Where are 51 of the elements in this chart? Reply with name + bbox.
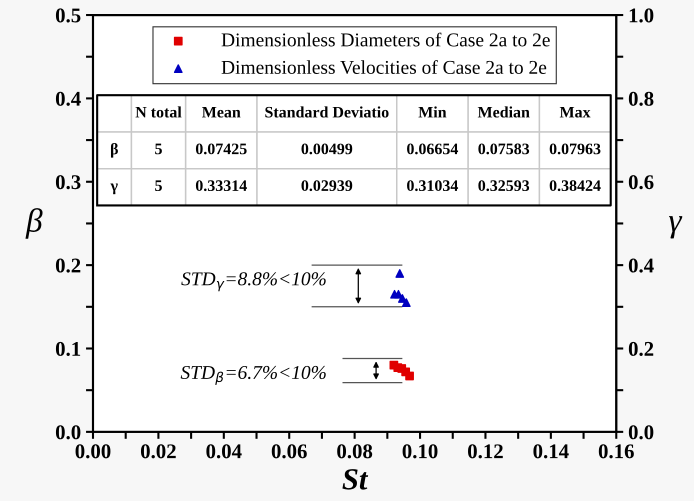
y2-tick-label: 1.0 bbox=[630, 8, 654, 23]
category-label: β bbox=[110, 142, 118, 158]
x-tick-label: 0.10 bbox=[402, 444, 438, 458]
y-tick-label: 0.1 bbox=[56, 342, 80, 356]
text: 5 bbox=[155, 180, 162, 192]
text: 0.00499 bbox=[301, 144, 352, 154]
text: 5 bbox=[155, 144, 162, 154]
y-tick-label: 0.5 bbox=[56, 8, 80, 23]
x-tick-label: 0.04 bbox=[206, 444, 242, 458]
y2-tick-label: 0.0 bbox=[628, 425, 654, 440]
y-axis-title: β bbox=[25, 208, 43, 239]
category-label: γ bbox=[110, 184, 118, 194]
y2-tick-label: 0.2 bbox=[628, 342, 654, 356]
x-tick-label: 0.14 bbox=[533, 444, 569, 458]
y-tick-label: 0.0 bbox=[56, 425, 80, 440]
x-axis-title: St bbox=[342, 469, 368, 490]
x-tick-label: 0.16 bbox=[598, 444, 634, 458]
text: 0.31034 bbox=[407, 180, 458, 192]
text: 0.02939 bbox=[301, 180, 352, 192]
text: 0.07963 bbox=[550, 144, 600, 154]
text: 0.38424 bbox=[550, 180, 601, 192]
category-label: Median bbox=[478, 106, 530, 118]
category-label: Min bbox=[418, 106, 446, 118]
category-label: Mean bbox=[202, 106, 241, 118]
text: 0.32593 bbox=[478, 180, 530, 192]
y2-tick-label: 0.8 bbox=[628, 92, 654, 106]
text: 0.33314 bbox=[196, 180, 247, 192]
y-tick-label: 0.2 bbox=[56, 258, 80, 273]
y2-axis-title: γ bbox=[668, 216, 682, 239]
annotation: STD$_{β}$=6.7%<10% bbox=[180, 366, 326, 385]
x-tick-label: 0.12 bbox=[468, 444, 503, 458]
x-tick-label: 0.08 bbox=[337, 444, 372, 458]
category-label: N total bbox=[136, 106, 182, 118]
x-tick-label: 0.02 bbox=[140, 444, 176, 458]
point bbox=[402, 298, 411, 308]
y-tick-label: 0.3 bbox=[56, 175, 80, 190]
y2-tick-label: 0.4 bbox=[628, 258, 654, 273]
point bbox=[405, 372, 414, 380]
annotation: STD$_{γ}$=8.8%<10% bbox=[181, 272, 326, 292]
legend-label: Dimensionless Velocities of Case 2a to 2e bbox=[222, 60, 546, 74]
y2-tick-label: 0.6 bbox=[628, 175, 654, 190]
text: 0.07583 bbox=[478, 144, 530, 154]
category-label: Max bbox=[560, 106, 590, 118]
text: 0.06654 bbox=[407, 144, 458, 154]
point bbox=[395, 269, 404, 278]
y-tick-label: 0.4 bbox=[56, 92, 81, 106]
category-label: Standard Deviatio bbox=[265, 106, 389, 118]
legend-label: Dimensionless Diameters of Case 2a to 2e bbox=[222, 32, 550, 46]
x-tick-label: 0.00 bbox=[76, 444, 110, 458]
text: 0.07425 bbox=[196, 144, 247, 154]
x-tick-label: 0.06 bbox=[272, 444, 307, 458]
